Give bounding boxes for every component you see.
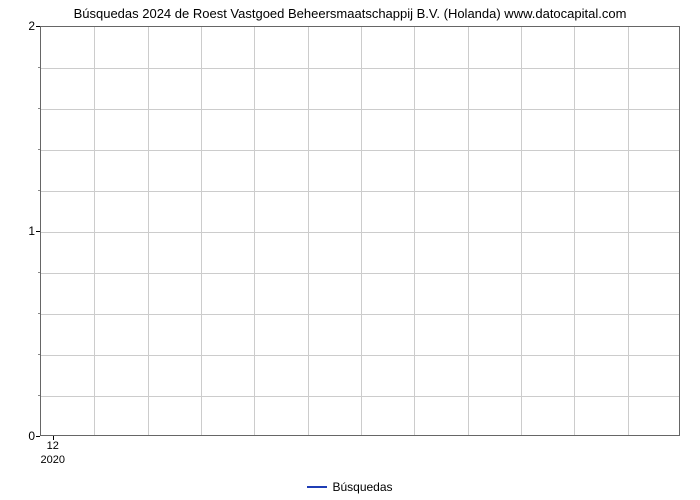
y-minor-tick xyxy=(38,190,40,191)
gridline-horizontal xyxy=(41,232,679,233)
gridline-vertical xyxy=(308,27,309,435)
gridline-vertical xyxy=(414,27,415,435)
gridline-horizontal xyxy=(41,191,679,192)
gridline-horizontal xyxy=(41,273,679,274)
y-minor-tick xyxy=(38,108,40,109)
gridline-vertical xyxy=(574,27,575,435)
y-tick-label: 1 xyxy=(5,224,35,238)
gridline-horizontal xyxy=(41,150,679,151)
legend-label: Búsquedas xyxy=(332,480,392,494)
gridline-vertical xyxy=(361,27,362,435)
y-minor-tick xyxy=(38,354,40,355)
gridline-vertical xyxy=(468,27,469,435)
chart-title: Búsquedas 2024 de Roest Vastgoed Beheers… xyxy=(0,6,700,21)
gridline-vertical xyxy=(254,27,255,435)
gridline-horizontal xyxy=(41,68,679,69)
gridline-vertical xyxy=(94,27,95,435)
gridline-horizontal xyxy=(41,355,679,356)
y-tick-mark xyxy=(36,436,40,437)
y-minor-tick xyxy=(38,313,40,314)
y-tick-label: 0 xyxy=(5,429,35,443)
legend: Búsquedas xyxy=(0,479,700,494)
gridline-vertical xyxy=(521,27,522,435)
y-minor-tick xyxy=(38,395,40,396)
y-minor-tick xyxy=(38,67,40,68)
gridline-horizontal xyxy=(41,109,679,110)
gridline-horizontal xyxy=(41,314,679,315)
x-tick-label-month: 12 xyxy=(47,440,59,452)
x-tick-label-year: 2020 xyxy=(41,454,65,466)
gridline-vertical xyxy=(148,27,149,435)
gridline-horizontal xyxy=(41,396,679,397)
y-tick-label: 2 xyxy=(5,19,35,33)
gridline-vertical xyxy=(628,27,629,435)
plot-area xyxy=(40,26,680,436)
y-minor-tick xyxy=(38,149,40,150)
gridline-vertical xyxy=(201,27,202,435)
y-tick-mark xyxy=(36,26,40,27)
legend-line-icon xyxy=(307,486,327,488)
y-tick-mark xyxy=(36,231,40,232)
y-minor-tick xyxy=(38,272,40,273)
chart-container: Búsquedas 2024 de Roest Vastgoed Beheers… xyxy=(0,0,700,500)
